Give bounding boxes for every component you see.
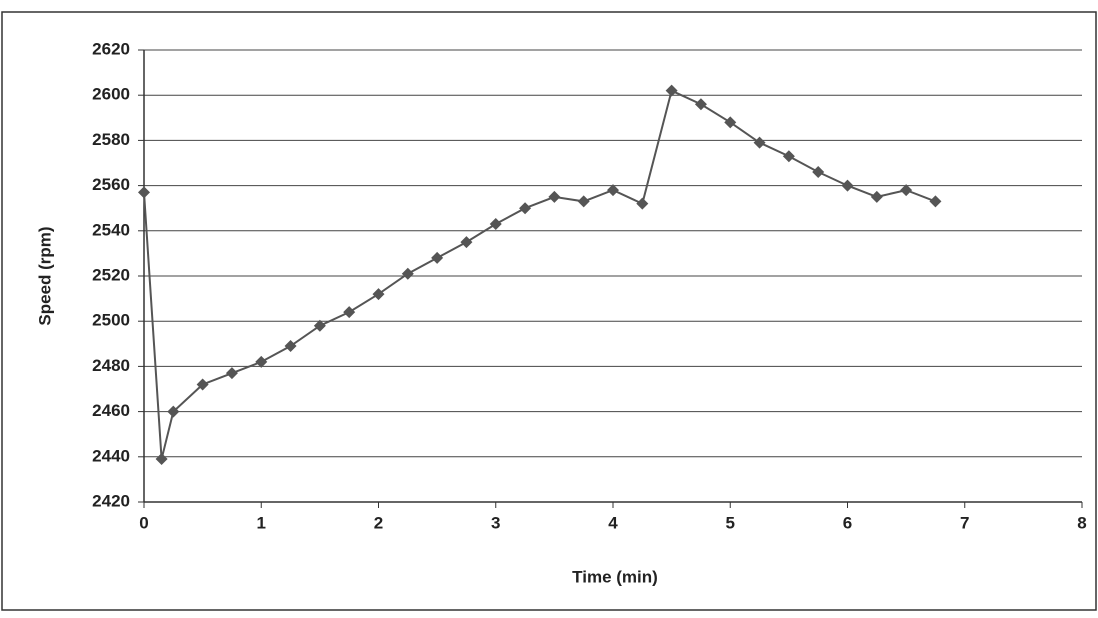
data-point [929, 195, 941, 207]
series-line [144, 91, 935, 459]
x-tick-label: 8 [1077, 513, 1086, 532]
data-point [490, 218, 502, 230]
data-point [402, 268, 414, 280]
y-tick-label: 2420 [92, 491, 130, 510]
chart: Time (min) Speed (rpm) 24202440246024802… [0, 0, 1098, 613]
y-tick-label: 2600 [92, 85, 130, 104]
x-tick-label: 2 [374, 513, 383, 532]
x-axis-label: Time (min) [572, 567, 658, 586]
data-point [871, 191, 883, 203]
data-point [724, 116, 736, 128]
x-tick-label: 1 [257, 513, 266, 532]
data-point [578, 195, 590, 207]
data-point [695, 98, 707, 110]
y-tick-label: 2500 [92, 311, 130, 330]
data-point [373, 288, 385, 300]
data-point [226, 367, 238, 379]
data-point [783, 150, 795, 162]
data-point [754, 137, 766, 149]
y-tick-label: 2540 [92, 220, 130, 239]
data-point [285, 340, 297, 352]
chart-frame [2, 12, 1096, 610]
x-tick-label: 6 [843, 513, 852, 532]
data-point [812, 166, 824, 178]
y-tick-label: 2480 [92, 356, 130, 375]
y-tick-label: 2620 [92, 39, 130, 58]
page: {"chart_data": {"type": "line", "x_label… [0, 0, 1098, 613]
y-tick-label: 2440 [92, 446, 130, 465]
data-point [636, 198, 648, 210]
data-point [138, 186, 150, 198]
y-axis-label: Speed (rpm) [35, 226, 54, 325]
y-tick-label: 2580 [92, 130, 130, 149]
data-point [548, 191, 560, 203]
y-tick-label: 2560 [92, 175, 130, 194]
x-tick-label: 4 [608, 513, 618, 532]
data-point [343, 306, 355, 318]
y-tick-label: 2460 [92, 401, 130, 420]
data-point [431, 252, 443, 264]
data-point [460, 236, 472, 248]
x-tick-label: 7 [960, 513, 969, 532]
x-tick-label: 0 [139, 513, 148, 532]
x-tick-label: 3 [491, 513, 500, 532]
x-tick-label: 5 [726, 513, 735, 532]
y-tick-label: 2520 [92, 265, 130, 284]
data-point [156, 453, 168, 465]
data-point [842, 180, 854, 192]
data-point [519, 202, 531, 214]
